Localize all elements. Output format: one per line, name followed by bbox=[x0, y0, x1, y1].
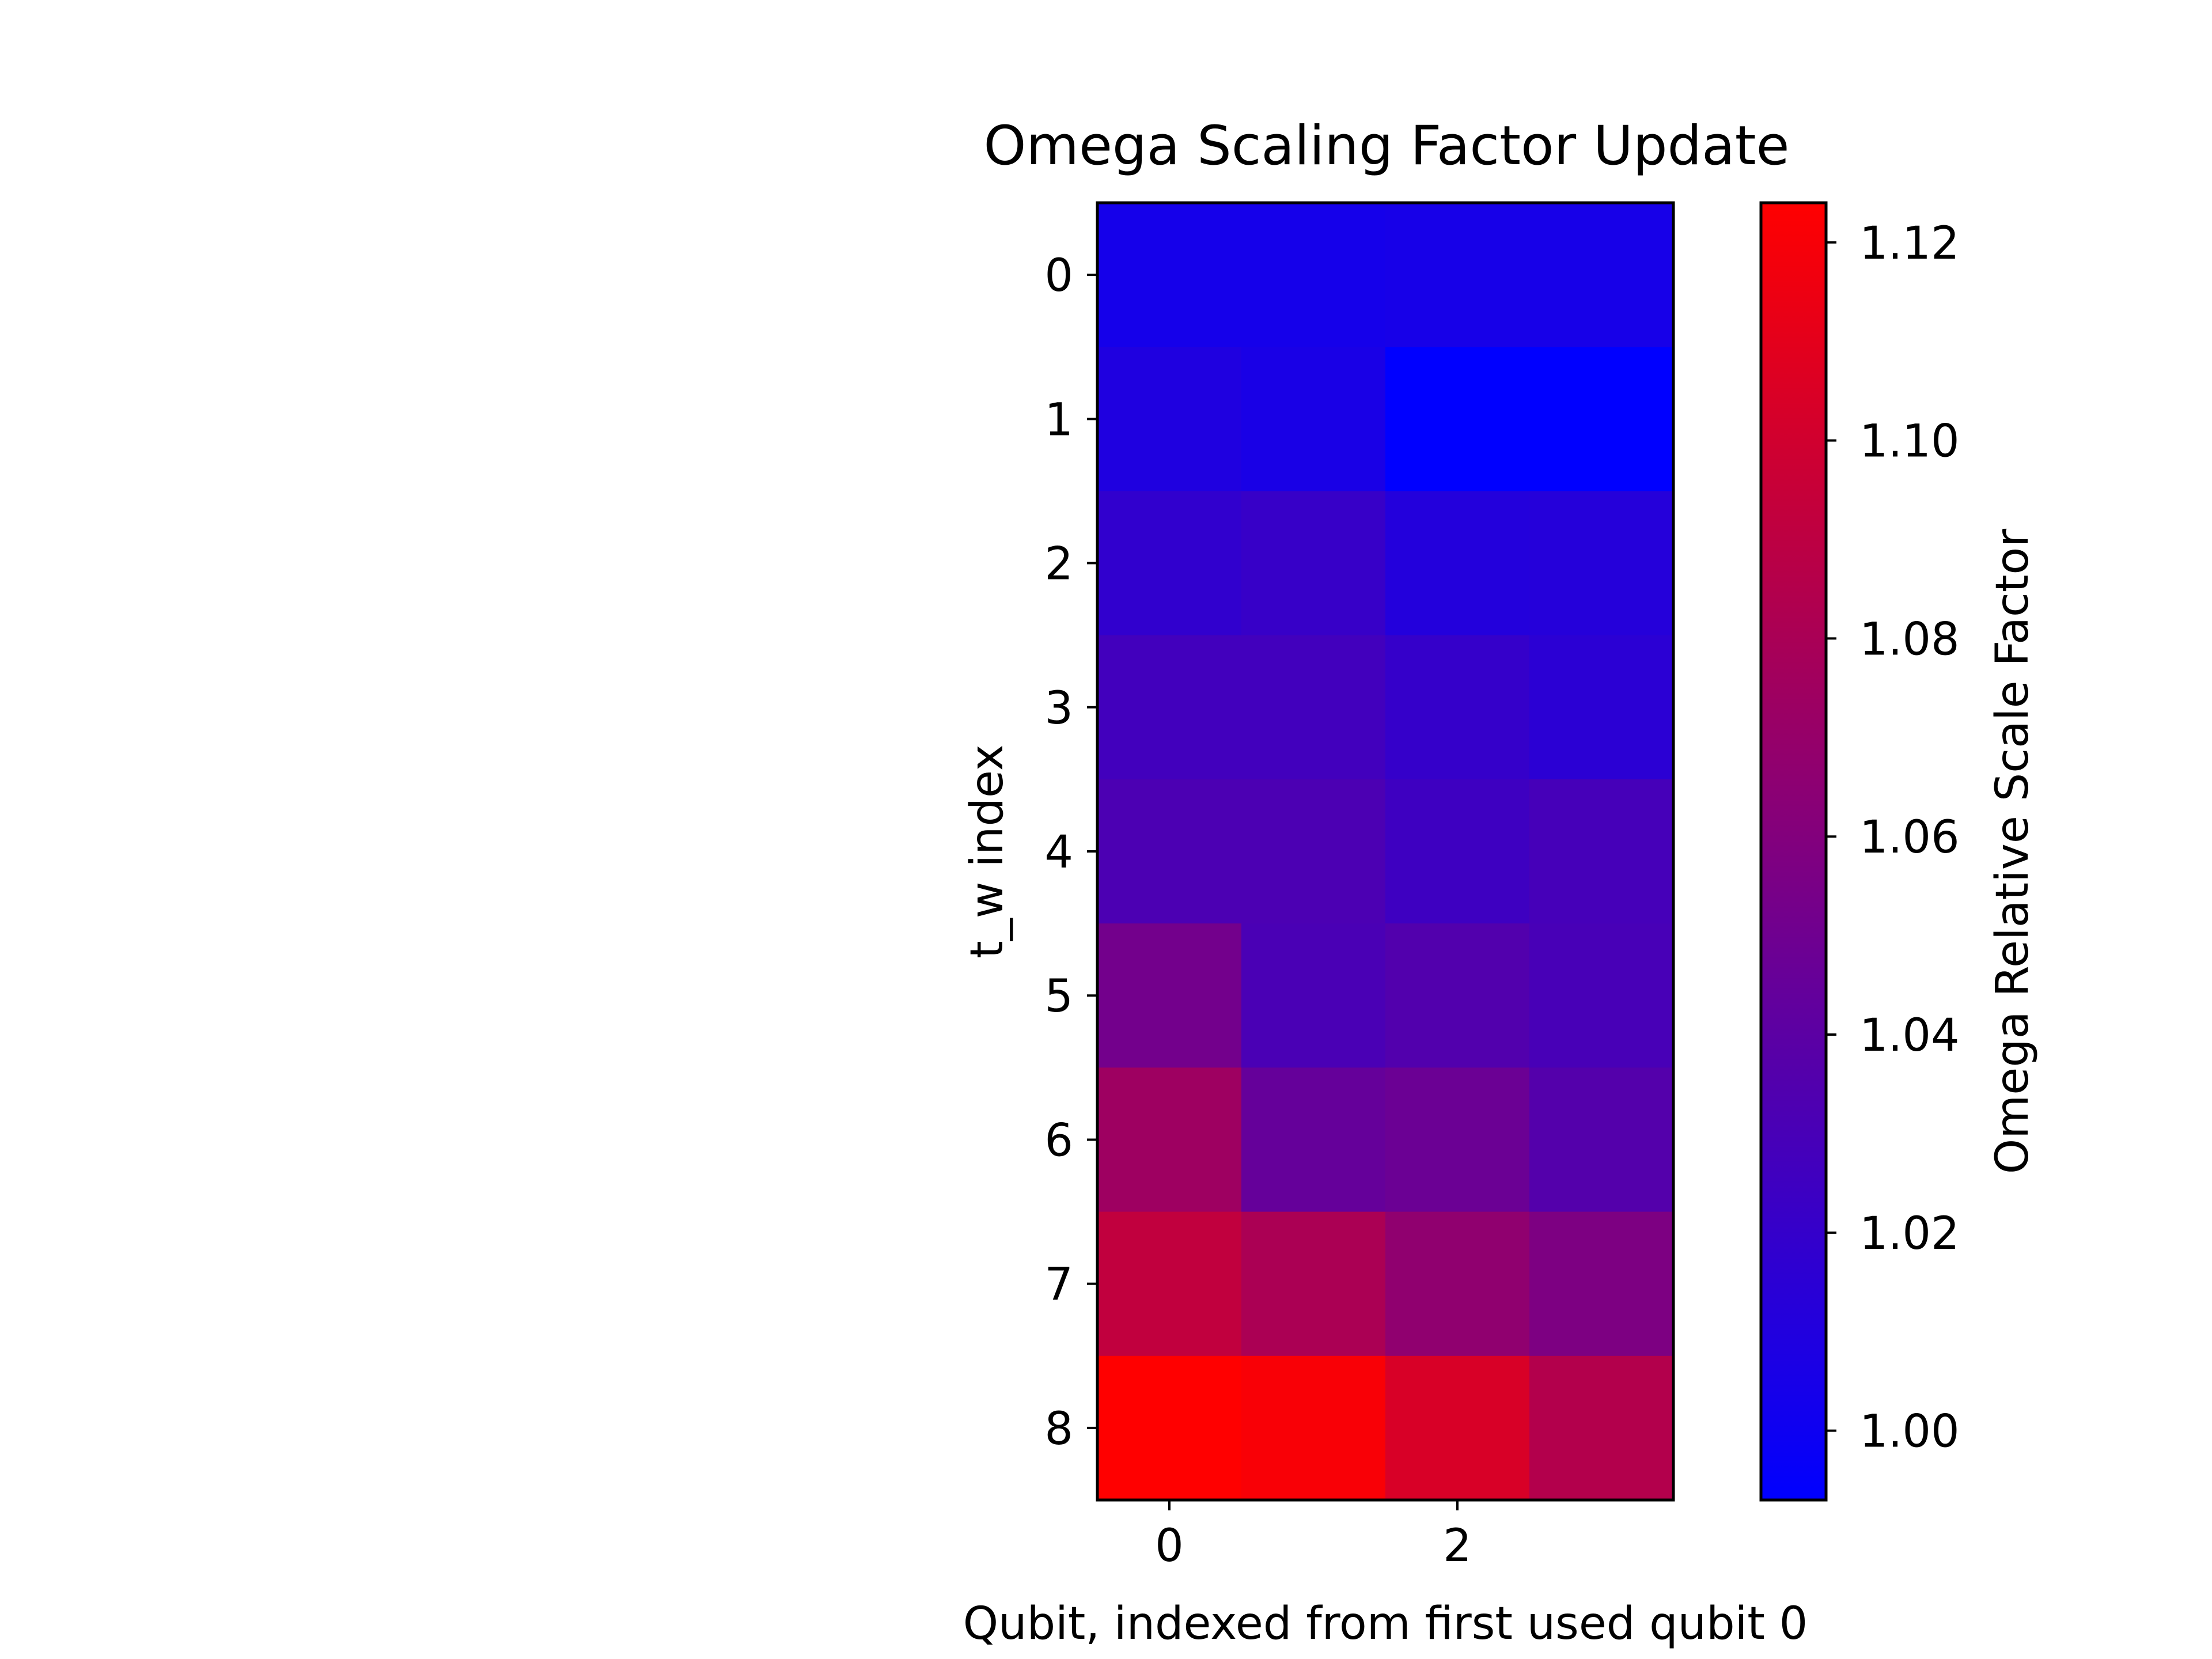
heatmap-cell bbox=[1241, 347, 1386, 492]
heatmap-cell bbox=[1097, 347, 1242, 492]
y-tick-label: 5 bbox=[1044, 971, 1073, 1022]
heatmap-cell bbox=[1241, 1211, 1386, 1357]
heatmap-cell bbox=[1097, 491, 1242, 636]
y-tick-label: 6 bbox=[1044, 1115, 1073, 1166]
y-axis-label: t_w index bbox=[961, 744, 1013, 959]
colorbar-tick-label: 1.00 bbox=[1859, 1406, 1960, 1458]
heatmap-cell bbox=[1385, 1355, 1530, 1501]
heatmap-cell bbox=[1385, 1211, 1530, 1357]
heatmap-cell bbox=[1097, 203, 1242, 347]
heatmap-cell bbox=[1241, 779, 1386, 924]
y-ticks: 0 1 2 3 4 5 6 7 8 bbox=[1044, 250, 1097, 1455]
heatmap-cell bbox=[1241, 635, 1386, 780]
heatmap-cell bbox=[1529, 1355, 1674, 1501]
heatmap-cell bbox=[1241, 923, 1386, 1068]
colorbar-tick-label: 1.12 bbox=[1859, 218, 1960, 270]
heatmap-cells bbox=[1097, 203, 1674, 1501]
y-tick-label: 1 bbox=[1044, 394, 1073, 446]
heatmap-cell bbox=[1385, 347, 1530, 492]
heatmap-cell bbox=[1241, 203, 1386, 347]
heatmap-cell bbox=[1529, 1067, 1674, 1213]
heatmap-cell bbox=[1529, 779, 1674, 924]
heatmap-cell bbox=[1241, 1067, 1386, 1213]
heatmap-cell bbox=[1385, 635, 1530, 780]
colorbar-tick-label: 1.08 bbox=[1859, 613, 1960, 665]
heatmap-cell bbox=[1097, 1211, 1242, 1357]
heatmap-cell bbox=[1529, 635, 1674, 780]
colorbar bbox=[1761, 203, 1826, 1500]
heatmap-cell bbox=[1529, 923, 1674, 1068]
colorbar-ticks: 1.00 1.02 1.04 1.06 1.08 1.10 1.12 bbox=[1826, 218, 1960, 1458]
heatmap-cell bbox=[1529, 347, 1674, 492]
heatmap-cell bbox=[1385, 1067, 1530, 1213]
x-axis-label: Qubit, indexed from first used qubit 0 bbox=[963, 1598, 1808, 1650]
heatmap-cell bbox=[1241, 1355, 1386, 1501]
heatmap-cell bbox=[1529, 1211, 1674, 1357]
colorbar-label: Omega Relative Scale Factor bbox=[1987, 528, 2039, 1174]
chart-title: Omega Scaling Factor Update bbox=[984, 115, 1790, 177]
heatmap-cell bbox=[1385, 779, 1530, 924]
y-tick-label: 0 bbox=[1044, 250, 1073, 302]
colorbar-tick-label: 1.02 bbox=[1859, 1208, 1960, 1260]
heatmap-cell bbox=[1385, 203, 1530, 347]
heatmap-cell bbox=[1097, 635, 1242, 780]
heatmap-cell bbox=[1385, 491, 1530, 636]
colorbar-tick-label: 1.10 bbox=[1859, 416, 1960, 468]
y-tick-label: 3 bbox=[1044, 683, 1073, 734]
colorbar-tick-label: 1.04 bbox=[1859, 1010, 1960, 1062]
y-tick-label: 7 bbox=[1044, 1259, 1073, 1311]
heatmap-cell bbox=[1529, 203, 1674, 347]
x-tick-label: 2 bbox=[1443, 1520, 1472, 1572]
y-tick-label: 2 bbox=[1044, 539, 1073, 590]
x-tick-label: 0 bbox=[1155, 1520, 1184, 1572]
heatmap-cell bbox=[1097, 923, 1242, 1068]
heatmap-cell bbox=[1097, 1067, 1242, 1213]
colorbar-frame bbox=[1759, 201, 1828, 1502]
heatmap-cell bbox=[1241, 491, 1386, 636]
y-tick-label: 4 bbox=[1044, 827, 1073, 878]
heatmap-cell bbox=[1385, 923, 1530, 1068]
heatmap-cell bbox=[1097, 779, 1242, 924]
heatmap-cell bbox=[1097, 1355, 1242, 1501]
colorbar-tick-label: 1.06 bbox=[1859, 812, 1960, 863]
y-tick-label: 8 bbox=[1044, 1403, 1073, 1455]
heatmap-cell bbox=[1529, 491, 1674, 636]
